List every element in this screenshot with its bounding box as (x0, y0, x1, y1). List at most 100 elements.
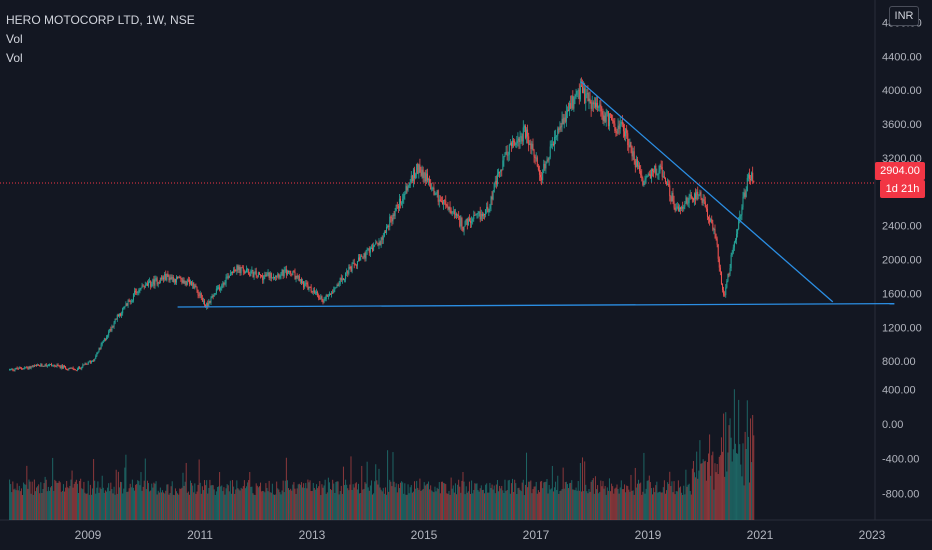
price-axis-tick-label: 2400.00 (882, 221, 922, 233)
candle-body (536, 157, 538, 167)
volume-bar (418, 489, 420, 520)
currency-button[interactable]: INR (889, 6, 919, 26)
candle-body (517, 138, 519, 141)
volume-bar (384, 487, 386, 520)
candle-body (132, 293, 134, 301)
volume-bar (194, 483, 196, 520)
volume-bar (478, 491, 480, 520)
candle-body (230, 271, 232, 274)
candle-body (596, 103, 598, 108)
price-axis-tick-label: 4000.00 (882, 85, 922, 97)
volume-bar (530, 480, 532, 520)
candle-body (51, 364, 53, 366)
candle-body (122, 308, 124, 314)
candle-body (142, 285, 144, 287)
candle-body (422, 169, 424, 178)
candle-body (208, 300, 210, 306)
volume-bar (628, 489, 630, 520)
candle-body (496, 173, 498, 185)
volume-bar (25, 484, 27, 520)
volume-bar (481, 489, 483, 520)
volume-bar (349, 484, 351, 520)
candle-body (751, 172, 753, 180)
volume-bar (132, 487, 134, 520)
volume-bar (236, 480, 238, 520)
volume-bar (690, 494, 692, 520)
volume-bar (270, 492, 272, 520)
volume-bar (627, 486, 629, 520)
candle-body (293, 271, 295, 273)
volume-bar (70, 479, 72, 520)
candle-body (181, 278, 183, 283)
volume-bar (268, 480, 270, 520)
volume-bar (541, 480, 543, 520)
volume-bar (476, 483, 478, 520)
volume-bar (475, 483, 477, 520)
volume-bar (668, 483, 670, 520)
volume-bar (398, 487, 400, 520)
candle-body (92, 360, 94, 362)
volume-bar (500, 488, 502, 520)
volume-bar (599, 491, 601, 520)
candle-body (260, 274, 262, 276)
volume-bar (341, 493, 343, 520)
candle-body (279, 275, 281, 278)
volume-bar (359, 493, 361, 520)
candle-body (550, 143, 552, 147)
candle-body (356, 261, 358, 266)
candle-body (736, 233, 738, 240)
volume-bar (178, 494, 180, 520)
volume-bar (302, 487, 304, 520)
volume-bar (636, 483, 638, 520)
volume-bar (283, 492, 285, 520)
volume-bar (333, 483, 335, 520)
candle-body (466, 219, 468, 226)
candle-body (415, 174, 417, 178)
volume-bar (409, 487, 411, 520)
volume-bar (423, 482, 425, 520)
candle-body (528, 136, 530, 145)
volume-bar (550, 488, 552, 520)
volume-bar (430, 485, 432, 520)
volume-bar (703, 461, 705, 520)
volume-bar (366, 461, 368, 520)
volume-bar (392, 452, 394, 520)
candle-body (681, 206, 683, 209)
candle-body (486, 206, 488, 210)
candle-body (134, 291, 136, 294)
candle-body (557, 128, 559, 136)
volume-bar (125, 454, 127, 520)
candle-body (379, 242, 381, 246)
volume-axis-tick-label: -400.00 (882, 454, 919, 466)
candle-body (636, 159, 638, 167)
volume-bar (339, 490, 341, 520)
time-axis-tick-label: 2011 (187, 528, 213, 542)
time-axis-tick-label: 2019 (635, 528, 662, 542)
volume-bar (313, 487, 315, 520)
volume-bar (224, 494, 226, 520)
volume-bar (184, 481, 186, 520)
candle-body (201, 297, 203, 302)
candle-body (680, 207, 682, 209)
candle-body (477, 213, 479, 215)
volume-bar (729, 418, 731, 520)
candle-body (620, 121, 622, 124)
volume-bar (92, 488, 94, 520)
volume-bar (129, 483, 131, 520)
candle-body (222, 283, 224, 286)
volume-bar (742, 443, 744, 520)
candle-body (372, 247, 374, 251)
candle-body (242, 267, 244, 272)
volume-bar (266, 487, 268, 520)
volume-bar (514, 479, 516, 520)
volume-bar (597, 485, 599, 520)
candle-body (523, 126, 525, 128)
candle-body (20, 367, 22, 369)
volume-bar (39, 493, 41, 520)
volume-bar (97, 481, 99, 520)
volume-bar (368, 490, 370, 520)
volume-bar (471, 480, 473, 520)
volume-bar (281, 490, 283, 520)
candle-body (296, 275, 298, 278)
